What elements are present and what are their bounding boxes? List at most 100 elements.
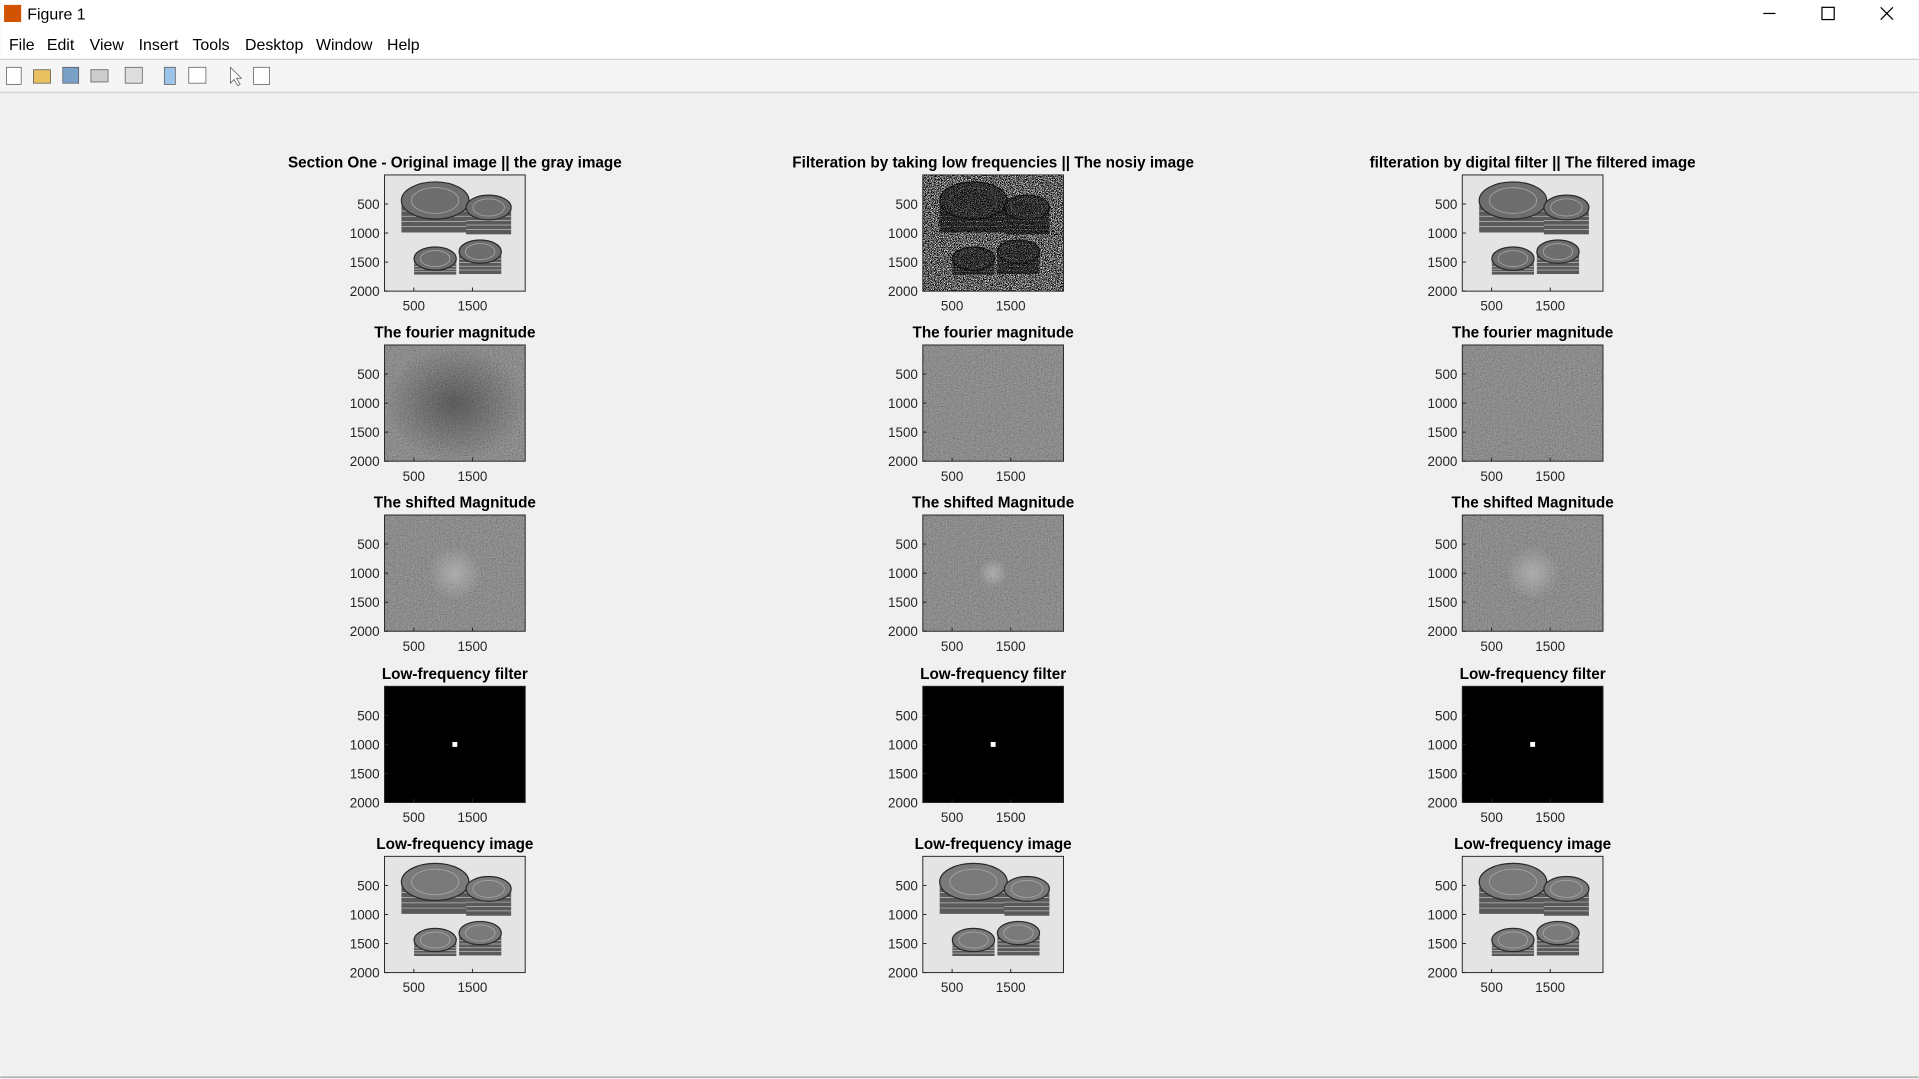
subplot-title: The fourier magnitude xyxy=(1452,325,1613,342)
legend-button[interactable] xyxy=(188,66,207,84)
y-tick-label: 1500 xyxy=(888,255,918,270)
y-tick-label: 500 xyxy=(1435,878,1457,893)
subplot-title: Low-frequency filter xyxy=(920,666,1066,683)
menu-item[interactable]: Window xyxy=(316,37,373,54)
y-tick-label: 2000 xyxy=(350,454,380,469)
y-tick-label: 500 xyxy=(895,878,917,893)
subplot-title: filteration by digital filter || The fil… xyxy=(1370,155,1696,172)
y-tick-label: 1500 xyxy=(1427,255,1457,270)
x-tick-label: 1500 xyxy=(996,639,1026,654)
x-tick-label: 1500 xyxy=(996,469,1026,484)
image-noise xyxy=(1462,344,1603,462)
y-tick-label: 1000 xyxy=(350,566,380,581)
y-tick-label: 500 xyxy=(1435,197,1457,212)
subplot: The shifted Magnitude 500 1000 1500 2000 500 1… xyxy=(1427,495,1613,654)
filter-passband xyxy=(990,741,996,747)
y-tick-label: 1500 xyxy=(350,766,380,781)
y-tick-label: 1500 xyxy=(350,425,380,440)
y-tick-label: 500 xyxy=(895,708,917,723)
y-tick-label: 1500 xyxy=(888,936,918,951)
x-tick-label: 500 xyxy=(403,810,425,825)
menu-item[interactable]: Tools xyxy=(192,37,229,54)
x-tick-label: 1500 xyxy=(457,639,487,654)
print-preview-button[interactable] xyxy=(124,66,143,84)
new-button[interactable] xyxy=(6,66,22,85)
menu-item[interactable]: Desktop xyxy=(245,37,303,54)
y-tick-label: 1500 xyxy=(350,255,380,270)
x-tick-label: 1500 xyxy=(1535,469,1565,484)
subplot: The shifted Magnitude 500 1000 1500 2000 500 1… xyxy=(350,495,536,654)
coin-face xyxy=(1542,924,1574,942)
close-button[interactable] xyxy=(1880,6,1894,21)
image-glow xyxy=(1505,546,1560,601)
open-button[interactable] xyxy=(33,69,51,84)
x-tick-label: 500 xyxy=(941,980,963,995)
subplot-title: The shifted Magnitude xyxy=(1452,495,1614,512)
y-tick-label: 500 xyxy=(357,537,379,552)
print-button[interactable] xyxy=(90,69,109,83)
x-tick-label: 1500 xyxy=(457,810,487,825)
x-tick-label: 1500 xyxy=(1535,810,1565,825)
coin-face xyxy=(1488,868,1537,896)
y-tick-label: 500 xyxy=(895,537,917,552)
y-tick-label: 1000 xyxy=(350,396,380,411)
y-tick-label: 500 xyxy=(357,197,379,212)
subplot: Filteration by taking low frequencies ||… xyxy=(792,155,1194,314)
coin-face xyxy=(1497,250,1529,268)
coin-face xyxy=(949,868,998,896)
coin-face xyxy=(1550,198,1583,217)
y-tick-label: 1000 xyxy=(350,907,380,922)
y-tick-label: 500 xyxy=(357,708,379,723)
x-tick-label: 1500 xyxy=(457,980,487,995)
subplot: The fourier magnitude 500 1000 1500 2000 500 1… xyxy=(1427,325,1613,484)
y-tick-label: 1000 xyxy=(1427,737,1457,752)
menu-item[interactable]: View xyxy=(90,37,125,54)
subplot-title: Filteration by taking low frequencies ||… xyxy=(792,155,1194,172)
y-tick-label: 2000 xyxy=(888,454,918,469)
coin-face xyxy=(1003,924,1034,942)
subplot: Low-frequency filter 500 1000 1500 2000 500 15… xyxy=(888,666,1066,825)
y-tick-label: 1500 xyxy=(1427,425,1457,440)
x-tick-label: 500 xyxy=(403,639,425,654)
coin-face xyxy=(420,931,451,949)
x-tick-label: 1500 xyxy=(1535,299,1565,314)
subplot-title: Low-frequency image xyxy=(1454,836,1611,853)
y-tick-label: 2000 xyxy=(350,965,380,980)
y-tick-label: 1000 xyxy=(888,566,918,581)
y-tick-label: 2000 xyxy=(1427,965,1457,980)
y-tick-label: 2000 xyxy=(350,624,380,639)
subplot-title: Low-frequency image xyxy=(915,836,1072,853)
y-tick-label: 1500 xyxy=(888,595,918,610)
menu-item[interactable]: File xyxy=(9,37,35,54)
subplot: filteration by digital filter || The fil… xyxy=(1370,155,1696,314)
menu-item[interactable]: Edit xyxy=(47,37,75,54)
menu-item[interactable]: Help xyxy=(387,37,420,54)
y-tick-label: 500 xyxy=(895,197,917,212)
x-tick-label: 1500 xyxy=(457,469,487,484)
subplot-title: Low-frequency filter xyxy=(382,666,528,683)
y-tick-label: 2000 xyxy=(350,795,380,810)
coin-face xyxy=(958,931,989,949)
image-shade xyxy=(1462,344,1603,462)
subplot: The shifted Magnitude 500 1000 1500 2000 500 1… xyxy=(888,495,1074,654)
restore-button[interactable] xyxy=(1821,6,1835,21)
menu-item[interactable]: Insert xyxy=(139,37,179,54)
x-tick-label: 500 xyxy=(941,810,963,825)
x-tick-label: 500 xyxy=(1480,299,1502,314)
coin-face xyxy=(411,187,460,214)
x-tick-label: 500 xyxy=(1480,639,1502,654)
y-tick-label: 1000 xyxy=(888,226,918,241)
edit-plot-button[interactable] xyxy=(230,66,243,87)
coin-face xyxy=(1497,931,1529,949)
toolbar-buttons xyxy=(6,66,270,87)
property-inspector-button[interactable] xyxy=(253,66,270,85)
subplot-title: The fourier magnitude xyxy=(912,325,1073,342)
image-shade xyxy=(922,344,1064,462)
coin-face xyxy=(1550,879,1583,898)
window-title: Figure 1 xyxy=(27,7,85,24)
colorbar-button[interactable] xyxy=(163,66,176,85)
save-button[interactable] xyxy=(62,66,80,84)
y-tick-label: 2000 xyxy=(1427,795,1457,810)
filter-passband xyxy=(452,741,458,747)
